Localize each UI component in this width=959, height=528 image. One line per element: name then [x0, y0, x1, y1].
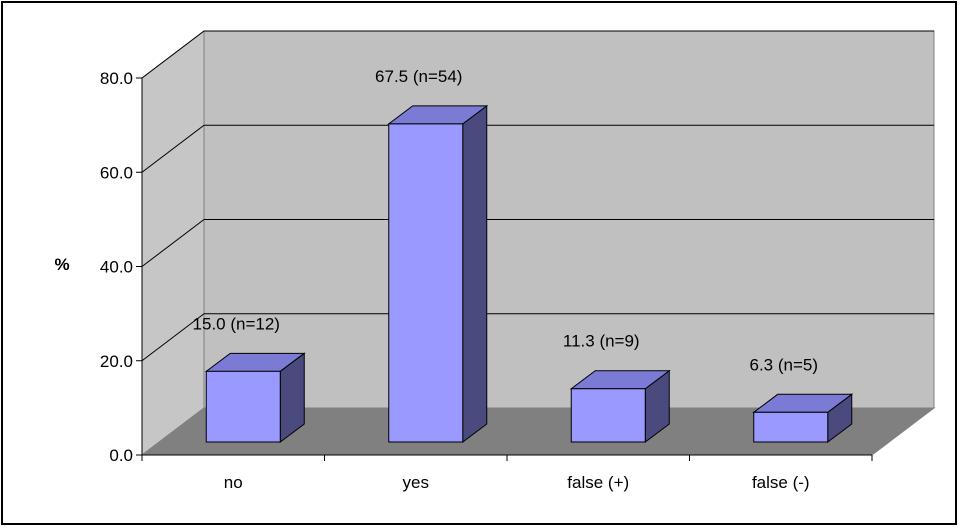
- bar-side: [462, 104, 488, 443]
- x-tick-label: false (+): [567, 473, 629, 492]
- bar-front: [205, 370, 281, 443]
- data-label: 6.3 (n=5): [749, 355, 818, 374]
- y-tick-label: 60.0: [100, 163, 133, 182]
- y-tick-label: 0.0: [109, 446, 133, 465]
- axes: [136, 77, 873, 461]
- bar-front: [570, 388, 646, 443]
- gridline-side: [141, 313, 205, 362]
- gridlines: [141, 30, 934, 362]
- labels: 0.0 20.0 40.0 60.0 80.0 15.0 (n=12) no 67.5 (n=…: [100, 67, 818, 492]
- bar: [752, 393, 854, 443]
- data-label: 67.5 (n=54): [375, 67, 462, 86]
- bars: [204, 104, 854, 443]
- y-tick-label: 80.0: [100, 69, 133, 88]
- y-tick-label: 40.0: [100, 258, 133, 277]
- x-tick-label: false (-): [752, 473, 810, 492]
- y-tick-label: 20.0: [100, 352, 133, 371]
- bar-front: [753, 411, 829, 443]
- x-tick-label: no: [224, 473, 243, 492]
- gridline-side: [141, 124, 205, 173]
- data-label: 15.0 (n=12): [193, 314, 280, 333]
- gridline-side: [141, 219, 205, 267]
- bar: [569, 369, 671, 443]
- y-axis-label: %: [54, 255, 69, 274]
- bar: [204, 352, 306, 443]
- gridline-side: [141, 30, 205, 79]
- data-label: 11.3 (n=9): [563, 332, 640, 351]
- x-tick-label: yes: [403, 473, 429, 492]
- bar: [387, 104, 489, 443]
- bar-front: [388, 123, 464, 443]
